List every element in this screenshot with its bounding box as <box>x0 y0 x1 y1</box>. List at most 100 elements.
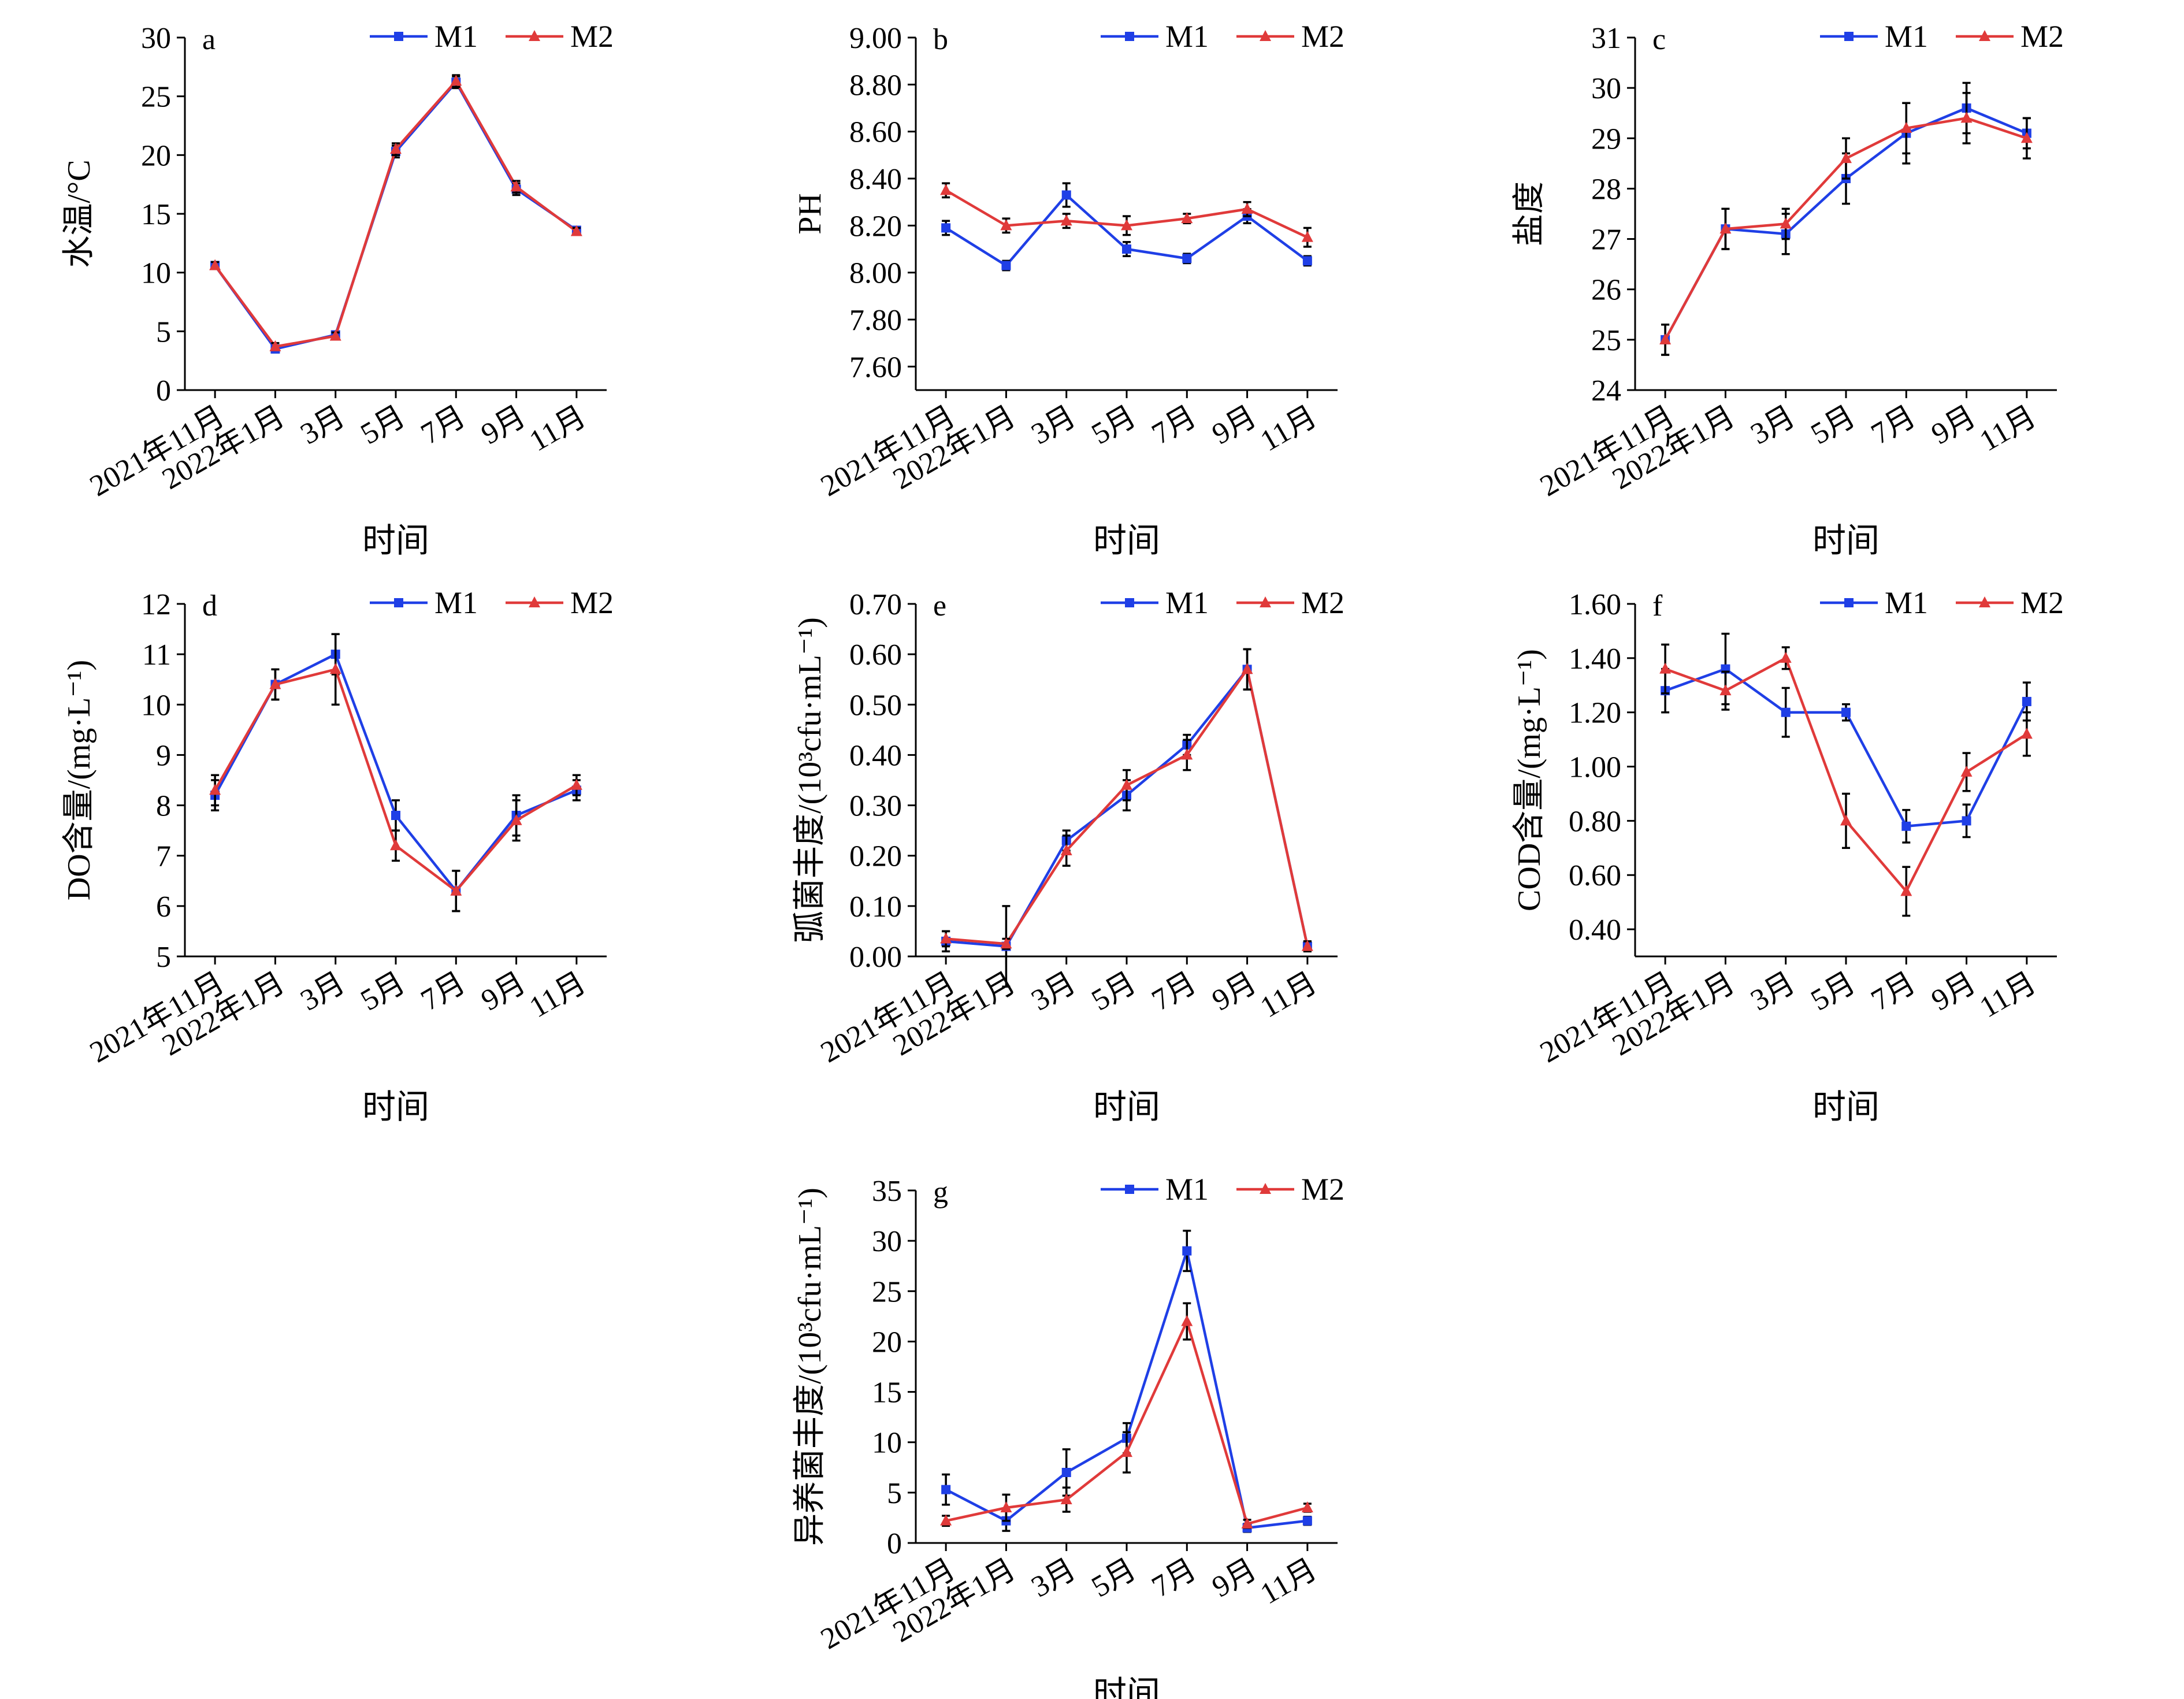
y-tick-label: 1.20 <box>1569 697 1621 730</box>
y-tick-label: 27 <box>1591 224 1621 257</box>
series-M1 <box>1661 81 2031 356</box>
x-tick-label: 11月 <box>1255 1553 1323 1611</box>
series-M2 <box>940 648 1313 953</box>
data-point <box>1960 765 1973 777</box>
data-point <box>1121 219 1132 231</box>
y-tick-label: 0.30 <box>849 790 902 823</box>
y-tick-label: 8.80 <box>849 69 902 102</box>
panel-letter: b <box>933 23 948 56</box>
data-point <box>1719 222 1732 234</box>
y-tick-label: 7.80 <box>849 304 902 337</box>
x-tick-label: 9月 <box>476 966 532 1017</box>
data-point <box>570 225 582 236</box>
data-point <box>1181 212 1193 224</box>
x-tick-label: 3月 <box>1745 966 1801 1017</box>
panel-letter: f <box>1652 589 1663 622</box>
legend-label: M2 <box>1301 19 1344 54</box>
x-tick-label: 9月 <box>1926 966 1982 1017</box>
data-point <box>1659 662 1672 674</box>
legend: M1 M2 <box>1101 19 1344 54</box>
data-point <box>941 1485 951 1494</box>
legend-marker <box>1979 30 1990 41</box>
data-point <box>1659 333 1672 344</box>
y-tick-label: 25 <box>141 81 171 114</box>
y-axis-title: 异养菌丰度/(10³cfu·mL⁻¹) <box>792 1188 828 1546</box>
data-point <box>1962 816 1971 826</box>
series-M2 <box>940 1302 1313 1529</box>
data-point <box>1060 1493 1072 1505</box>
x-tick-label: 3月 <box>1026 1553 1082 1604</box>
data-point <box>940 932 952 944</box>
y-tick-label: 7.60 <box>849 351 902 384</box>
data-point <box>1060 214 1072 226</box>
data-point <box>269 340 281 351</box>
y-tick-label: 30 <box>141 22 171 55</box>
y-tick-label: 8.00 <box>849 257 902 290</box>
legend-marker <box>1260 596 1271 607</box>
x-tick-label: 11月 <box>1255 400 1323 458</box>
legend-marker <box>1260 30 1271 41</box>
data-point <box>1061 1468 1071 1477</box>
y-tick-label: 0.00 <box>849 941 902 974</box>
data-point <box>1241 663 1253 674</box>
y-tick-label: 10 <box>141 689 171 722</box>
y-tick-label: 0.50 <box>849 689 902 722</box>
y-axis-title: 水温/°C <box>61 159 97 268</box>
data-point <box>329 329 341 341</box>
data-point <box>940 184 952 195</box>
y-tick-label: 0.60 <box>849 639 902 672</box>
data-point <box>1901 821 1911 831</box>
legend-label: M2 <box>2020 585 2064 620</box>
data-point <box>1061 190 1071 200</box>
data-point <box>2020 132 2033 143</box>
x-axis-title: 时间 <box>1812 522 1880 559</box>
y-tick-label: 7 <box>156 840 171 873</box>
x-tick-label: 7月 <box>1866 400 1921 451</box>
x-tick-label: 3月 <box>295 400 351 451</box>
y-tick-label: 8.20 <box>849 210 902 243</box>
x-tick-label: 7月 <box>1146 400 1202 451</box>
x-tick-label: 3月 <box>1026 966 1082 1017</box>
x-tick-label: 5月 <box>1806 966 1861 1017</box>
data-point <box>1301 1501 1313 1512</box>
legend: M1 M2 <box>1101 585 1344 620</box>
x-tick-label: 5月 <box>1086 400 1142 451</box>
data-point <box>940 1514 952 1526</box>
data-point <box>391 811 400 820</box>
data-point <box>1840 814 1852 826</box>
series-M2 <box>209 74 582 351</box>
legend-marker <box>394 598 403 607</box>
data-point <box>329 663 341 674</box>
y-tick-label: 0.20 <box>849 840 902 873</box>
legend-label: M2 <box>570 585 614 620</box>
legend: M1 M2 <box>1820 19 2064 54</box>
y-tick-label: 25 <box>1591 324 1621 357</box>
data-point <box>269 678 281 689</box>
data-point <box>2020 728 2033 739</box>
y-tick-label: 15 <box>872 1377 902 1409</box>
data-point <box>1181 1315 1193 1326</box>
legend-label: M1 <box>1885 19 1928 54</box>
legend-label: M1 <box>1165 19 1209 54</box>
series-M1 <box>210 633 581 912</box>
x-tick-label: 7月 <box>1146 1553 1202 1604</box>
x-tick-label: 11月 <box>524 966 592 1024</box>
legend-label: M1 <box>434 19 478 54</box>
series-M2 <box>940 182 1313 248</box>
legend-marker <box>1125 598 1134 607</box>
data-point <box>209 259 221 270</box>
data-point <box>1302 256 1312 266</box>
y-tick-label: 26 <box>1591 274 1621 307</box>
y-tick-label: 6 <box>156 891 171 923</box>
x-tick-label: 7月 <box>1146 966 1202 1017</box>
data-point <box>209 784 221 795</box>
x-tick-label: 11月 <box>1974 966 2042 1024</box>
legend-marker <box>1125 1185 1134 1194</box>
data-point <box>1182 254 1192 264</box>
y-tick-label: 0.40 <box>849 739 902 772</box>
data-point <box>1780 217 1792 229</box>
legend-label: M2 <box>1301 585 1344 620</box>
